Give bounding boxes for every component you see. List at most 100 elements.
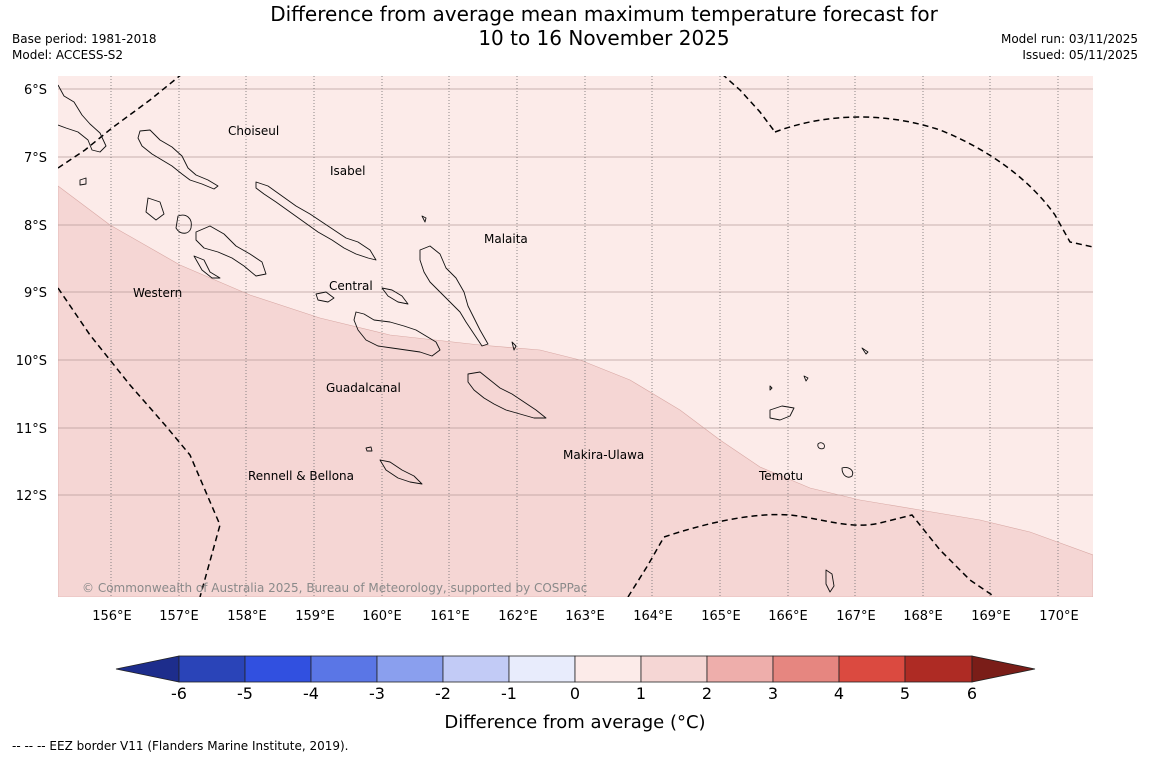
lat-label-11s: 11°S xyxy=(16,422,47,437)
lon-label-164e: 164°E xyxy=(633,609,673,624)
lon-label-167e: 167°E xyxy=(836,609,876,624)
colorbar-bin xyxy=(904,655,973,683)
province-label-temotu: Temotu xyxy=(758,469,803,483)
colorbar-bin xyxy=(442,655,510,683)
lon-label-163e: 163°E xyxy=(565,609,605,624)
colorbar-bin xyxy=(574,655,642,683)
colorbar-tick: -3 xyxy=(369,684,385,703)
colorbar-tick: -2 xyxy=(435,684,451,703)
colorbar-tick: 3 xyxy=(768,684,778,703)
title-line-2: 10 to 16 November 2025 xyxy=(478,26,730,50)
province-label-western: Western xyxy=(133,286,182,300)
russell-islands xyxy=(381,287,409,305)
lat-label-7s: 7°S xyxy=(24,151,47,166)
lat-label-8s: 8°S xyxy=(24,219,47,234)
lon-label-162e: 162°E xyxy=(498,609,538,624)
base-info: Base period: 1981-2018 Model: ACCESS-S2 xyxy=(12,31,157,63)
lon-label-160e: 160°E xyxy=(362,609,402,624)
issued-date: Issued: 05/11/2025 xyxy=(1022,48,1138,62)
anomaly-1-to-2-region xyxy=(58,185,1093,597)
lon-label-170e: 170°E xyxy=(1039,609,1079,624)
colorbar-bin xyxy=(244,655,312,683)
bellona-island xyxy=(365,446,373,452)
colorbar-extend-low xyxy=(115,655,180,683)
tikopia-island xyxy=(817,442,825,450)
lon-label-165e: 165°E xyxy=(701,609,741,624)
model-run-date: Model run: 03/11/2025 xyxy=(1000,32,1138,46)
colorbar-tick: -5 xyxy=(237,684,253,703)
santa-cruz-island xyxy=(769,405,795,421)
lon-label-156e: 156°E xyxy=(92,609,132,624)
province-label-choiseul: Choiseul xyxy=(228,124,279,138)
colorbar-extend-high xyxy=(971,655,1036,683)
small-island-3 xyxy=(769,385,773,391)
title-line-1: Difference from average mean maximum tem… xyxy=(270,2,938,26)
colorbar-bin xyxy=(706,655,774,683)
copyright-credit: © Commonwealth of Australia 2025, Bureau… xyxy=(82,581,587,595)
lon-label-157e: 157°E xyxy=(159,609,199,624)
rendova-island xyxy=(193,255,221,279)
province-labels: Choiseul Isabel Malaita Western Central … xyxy=(133,124,803,483)
latitude-axis: 6°S 7°S 8°S 9°S 10°S 11°S 12°S xyxy=(16,83,47,504)
colorbar-tick: 5 xyxy=(900,684,910,703)
province-label-central: Central xyxy=(329,279,373,293)
colorbar-tick: 0 xyxy=(570,684,580,703)
map-title: Difference from average mean maximum tem… xyxy=(0,2,1150,50)
colorbar-bin xyxy=(838,655,906,683)
colorbar-tick: -6 xyxy=(171,684,187,703)
map-panel: Choiseul Isabel Malaita Western Central … xyxy=(58,76,1093,597)
lat-label-6s: 6°S xyxy=(24,83,47,98)
province-label-isabel: Isabel xyxy=(330,164,365,178)
colorbar-bin xyxy=(310,655,378,683)
lon-label-159e: 159°E xyxy=(295,609,335,624)
lon-label-166e: 166°E xyxy=(768,609,808,624)
province-label-guadalcanal: Guadalcanal xyxy=(326,381,401,395)
lat-label-9s: 9°S xyxy=(24,286,47,301)
longitude-axis: 156°E 157°E 158°E 159°E 160°E 161°E 162°… xyxy=(92,609,1079,624)
model-name: Model: ACCESS-S2 xyxy=(12,48,124,62)
small-island-1 xyxy=(803,375,809,382)
lon-label-168e: 168°E xyxy=(903,609,943,624)
bougainville-island xyxy=(58,84,107,153)
province-label-rennell-bellona: Rennell & Bellona xyxy=(248,469,354,483)
colorbar-tick: -4 xyxy=(303,684,319,703)
eez-footnote: -- -- -- EEZ border V11 (Flanders Marine… xyxy=(12,739,349,753)
run-info: Model run: 03/11/2025 Issued: 05/11/2025 xyxy=(1001,31,1138,63)
rennell-island xyxy=(379,459,423,485)
lon-label-161e: 161°E xyxy=(430,609,470,624)
colorbar-bin xyxy=(376,655,444,683)
ngella-islands xyxy=(315,291,335,303)
small-island-6 xyxy=(421,215,427,223)
lat-label-10s: 10°S xyxy=(16,354,47,369)
base-period: Base period: 1981-2018 xyxy=(12,32,157,46)
small-island-5 xyxy=(79,177,87,186)
lon-label-158e: 158°E xyxy=(227,609,267,624)
islands xyxy=(58,84,869,593)
colorbar-label: Difference from average (°C) xyxy=(444,712,705,733)
colorbar-tick: -1 xyxy=(501,684,517,703)
new-georgia-island xyxy=(195,225,267,277)
colorbar-tick: 6 xyxy=(967,684,977,703)
malaita-island xyxy=(419,245,489,347)
makira-island xyxy=(467,371,547,419)
colorbar-tick: 4 xyxy=(834,684,844,703)
kolombangara-island xyxy=(175,214,192,234)
province-label-makira-ulawa: Makira-Ulawa xyxy=(563,448,644,462)
choiseul-island xyxy=(137,129,219,190)
lat-label-12s: 12°S xyxy=(16,489,47,504)
lon-label-169e: 169°E xyxy=(971,609,1011,624)
colorbar-bin xyxy=(508,655,576,683)
small-island-4 xyxy=(511,341,517,351)
guadalcanal-island xyxy=(353,311,441,357)
colorbar-bin xyxy=(772,655,840,683)
province-label-malaita: Malaita xyxy=(484,232,528,246)
colorbar-tick: 1 xyxy=(636,684,646,703)
new-georgia-group xyxy=(145,197,165,221)
anuta-island xyxy=(825,569,835,593)
small-island-2 xyxy=(861,347,869,355)
colorbar-bin xyxy=(178,655,246,683)
graticule xyxy=(58,76,1093,597)
colorbar-bin xyxy=(640,655,708,683)
colorbar-legend: -6 -5 -4 -3 -2 -1 0 1 2 3 4 5 6 Differen… xyxy=(115,655,1036,733)
